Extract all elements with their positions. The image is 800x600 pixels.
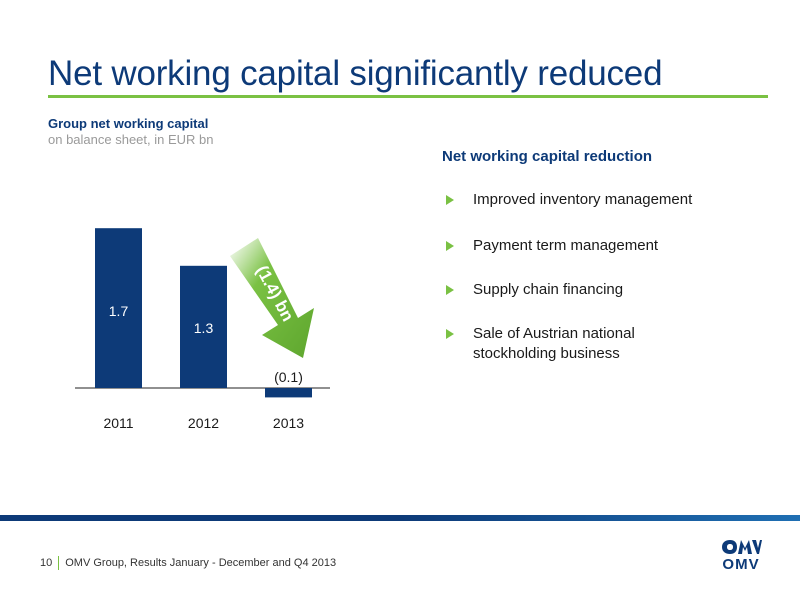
- footer: 10 OMV Group, Results January - December…: [40, 556, 336, 570]
- data-label-2013: (0.1): [274, 369, 303, 385]
- omv-logo: OMV: [716, 539, 766, 579]
- omv-logo-icon: [722, 540, 762, 554]
- bar-2011: [95, 228, 142, 388]
- bullet-item: Sale of Austrian national stockholding b…: [442, 324, 762, 364]
- category-label-2013: 2013: [273, 415, 304, 431]
- footer-text: OMV Group, Results January - December an…: [65, 557, 337, 569]
- bullet-text: Payment term management: [473, 237, 659, 254]
- page-title: Net working capital significantly reduce…: [48, 54, 663, 93]
- triangle-bullet-icon: [446, 285, 454, 295]
- title-divider: [48, 95, 768, 98]
- bullet-item: Improved inventory management: [442, 190, 762, 210]
- bullet-list: Improved inventory management Payment te…: [442, 190, 762, 364]
- data-label-2011: 1.7: [109, 303, 129, 319]
- reduction-arrow: [230, 238, 314, 358]
- bar-2013: [265, 388, 312, 398]
- category-label-2011: 2011: [103, 415, 133, 431]
- panel-heading: Net working capital reduction: [442, 148, 653, 165]
- triangle-bullet-icon: [446, 195, 454, 205]
- category-label-2012: 2012: [188, 415, 219, 431]
- logo-text: OMV: [722, 556, 760, 573]
- page-number: 10: [40, 557, 53, 569]
- bullet-item: Payment term management: [442, 236, 762, 256]
- bullet-text: Supply chain financing: [473, 281, 624, 298]
- chart-subtitle: on balance sheet, in EUR bn: [48, 132, 214, 147]
- bullet-text: Improved inventory management: [473, 191, 693, 208]
- bullet-item: Supply chain financing: [442, 280, 762, 300]
- bullet-text: Sale of Austrian national stockholding b…: [473, 325, 635, 362]
- data-label-2012: 1.3: [194, 320, 214, 336]
- footer-band: [0, 515, 800, 521]
- bar-2012: [180, 265, 227, 388]
- footer-separator: [58, 556, 60, 570]
- triangle-bullet-icon: [446, 329, 454, 339]
- triangle-bullet-icon: [446, 241, 454, 251]
- chart-title: Group net working capital: [48, 116, 209, 131]
